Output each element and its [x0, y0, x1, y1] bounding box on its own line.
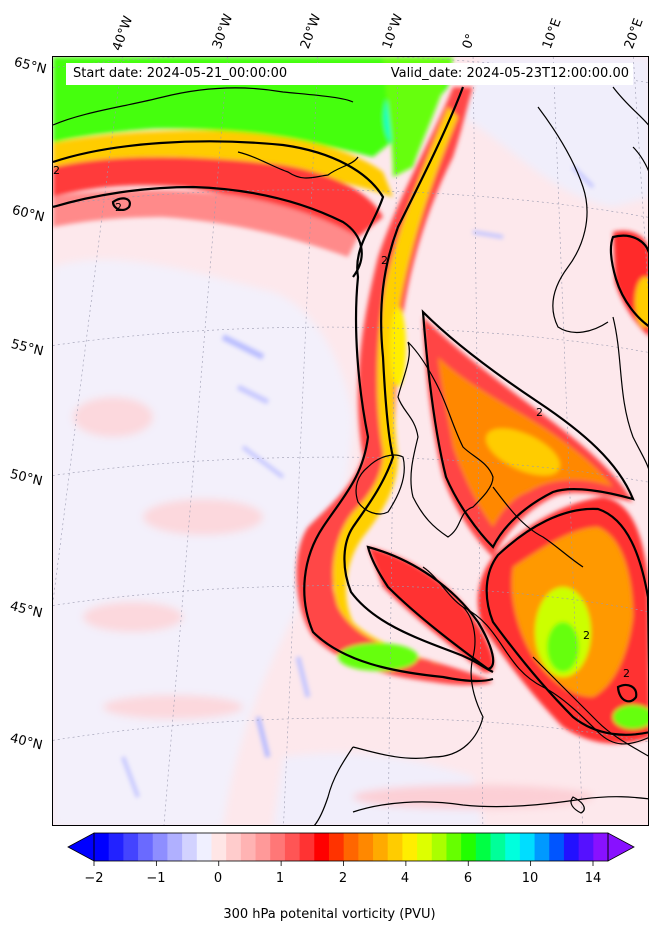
lat-label: 65°N [12, 55, 48, 78]
colorbar-cell [563, 833, 580, 861]
colorbar-cell [182, 833, 198, 861]
colorbar-cell [475, 833, 492, 861]
colorbar-cell [255, 833, 271, 861]
colorbar-tick-label: −1 [146, 871, 166, 886]
colorbar-extend-low [67, 832, 95, 862]
colorbar-cell [211, 833, 227, 861]
colorbar-tick-label: 10 [521, 871, 539, 886]
lon-label: 0° [459, 31, 480, 51]
colorbar-ticks [93, 861, 594, 866]
pv-low-areas [53, 57, 648, 825]
colorbar-cell [593, 833, 609, 861]
colorbar-tick-label: 6 [463, 871, 473, 886]
colorbar-cell [196, 833, 212, 861]
lon-label: 10°E [539, 16, 565, 51]
colorbar-tick-label: 2 [338, 871, 348, 886]
colorbar-cell [240, 833, 257, 861]
colorbar-cell [549, 833, 565, 861]
colorbar-cell [123, 833, 139, 861]
colorbar-tick-label: 0 [213, 871, 223, 886]
colorbar-cell [299, 833, 315, 861]
contour-label: 2 [536, 406, 543, 419]
start-date: Start date: 2024-05-21_00:00:00 [73, 66, 288, 81]
colorbar-cell [167, 833, 183, 861]
contour-labels: 2 2 2 2 2 2 [53, 164, 630, 680]
map-panel: 2 2 2 2 2 2 [52, 56, 649, 826]
colorbar-cell [328, 833, 345, 861]
valid-date: Valid_date: 2024-05-23T12:00:00.00 [390, 66, 629, 81]
contour-label: 2 [381, 254, 388, 267]
colorbar-cell [152, 833, 168, 861]
colorbar-tick-label: 4 [400, 871, 410, 886]
colorbar-cell [343, 833, 359, 861]
colorbar-cell [284, 833, 301, 861]
colorbar-cell [431, 833, 447, 861]
colorbar-cell [505, 833, 521, 861]
colorbar-cell [314, 833, 330, 861]
pv-streamer [296, 87, 493, 686]
lon-label: 20°W [297, 12, 325, 51]
colorbar-extend-high [607, 832, 635, 862]
lon-label: 10°W [379, 12, 407, 51]
colorbar-title: 300 hPa potenital vorticity (PVU) [223, 907, 436, 922]
colorbar-cell [417, 833, 433, 861]
colorbar-cell [446, 833, 462, 861]
colorbar-cell [108, 833, 124, 861]
colorbar-tick-label: −2 [84, 871, 104, 886]
contour-label: 2 [53, 164, 60, 177]
lat-label: 55°N [9, 337, 45, 360]
european-pv-region [368, 230, 648, 744]
colorbar-cell [387, 833, 403, 861]
colorbar-outline [93, 832, 609, 862]
lon-label: 30°W [209, 12, 237, 51]
contour-label: 2 [623, 667, 630, 680]
lat-label: 45°N [8, 599, 44, 622]
contour-label: 2 [115, 201, 122, 214]
info-bar: Start date: 2024-05-21_00:00:00 Valid_da… [66, 63, 633, 85]
lon-label: 40°W [109, 14, 137, 53]
colorbar-cell [270, 833, 286, 861]
contour-label: 2 [583, 629, 590, 642]
colorbar-tick-label: 1 [275, 871, 285, 886]
lat-label: 40°N [8, 731, 44, 754]
colorbar-cell [138, 833, 154, 861]
colorbar-cell [534, 833, 550, 861]
colorbar-cell [226, 833, 242, 861]
coastlines [53, 86, 648, 825]
colorbar-cell [519, 833, 536, 861]
lat-label: 50°N [8, 467, 44, 490]
colorbar-cell [461, 833, 477, 861]
colorbar-cell [578, 833, 594, 861]
colorbar-cell [94, 833, 110, 861]
colorbar-tick-label: 14 [584, 871, 602, 886]
colorbar-cell [490, 833, 506, 861]
colorbar-cells [94, 833, 609, 861]
pv-field-map: 2 2 2 2 2 2 [53, 57, 648, 825]
pv-2-contours [53, 86, 648, 736]
lon-label: 20°E [621, 16, 647, 51]
lat-label: 60°N [10, 203, 46, 226]
colorbar-cell [373, 833, 389, 861]
colorbar-cell [402, 833, 418, 861]
colorbar-cell [358, 833, 374, 861]
